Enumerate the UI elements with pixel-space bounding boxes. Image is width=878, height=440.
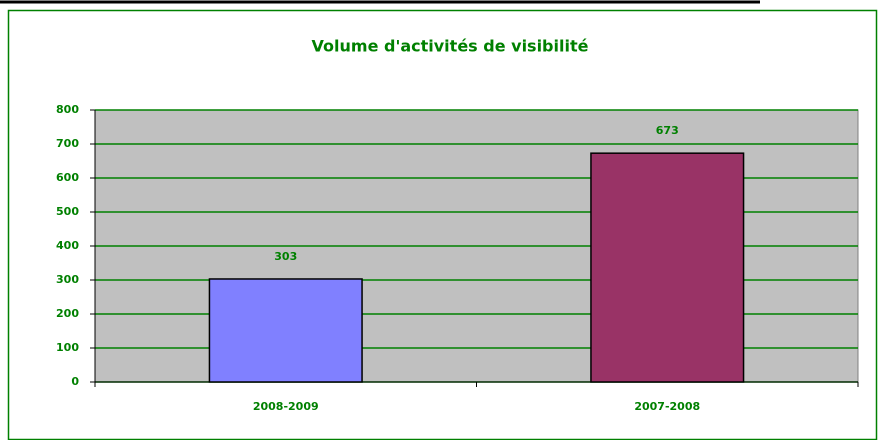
x-tick-label: 2007-2008 xyxy=(634,400,700,413)
y-tick-label: 800 xyxy=(56,103,79,116)
y-tick-label: 400 xyxy=(56,239,79,252)
data-label: 673 xyxy=(656,124,679,137)
y-tick-label: 700 xyxy=(56,137,79,150)
data-label: 303 xyxy=(274,250,297,263)
x-tick-label: 2008-2009 xyxy=(253,400,319,413)
bar xyxy=(208,278,363,383)
chart-title: Volume d'activités de visibilité xyxy=(312,37,589,56)
y-tick-label: 200 xyxy=(56,307,79,320)
y-tick-label: 0 xyxy=(71,375,79,388)
y-tick-label: 300 xyxy=(56,273,79,286)
y-tick-label: 500 xyxy=(56,205,79,218)
y-tick-label: 600 xyxy=(56,171,79,184)
bar xyxy=(590,152,745,383)
y-tick-label: 100 xyxy=(56,341,79,354)
